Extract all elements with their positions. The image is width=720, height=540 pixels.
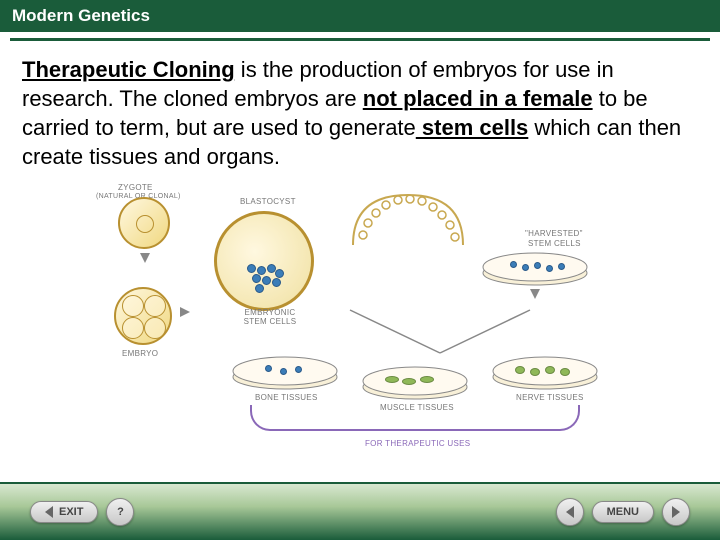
blastocyst-cell bbox=[214, 211, 314, 311]
next-icon bbox=[672, 506, 680, 518]
next-button[interactable] bbox=[662, 498, 690, 526]
arrow-right-icon bbox=[180, 307, 190, 317]
help-icon: ? bbox=[117, 506, 124, 518]
header-bar: Modern Genetics bbox=[0, 0, 720, 32]
label-harvested-1: "HARVESTED" bbox=[525, 229, 583, 238]
label-nerve: NERVE TISSUES bbox=[516, 393, 584, 402]
coil-extraction-icon bbox=[348, 185, 468, 255]
footer-left-group: EXIT ? bbox=[30, 498, 134, 526]
exit-label: EXIT bbox=[59, 506, 83, 518]
label-therapeutic: FOR THERAPEUTIC USES bbox=[365, 439, 470, 448]
arrow-down-2-icon bbox=[530, 289, 540, 299]
embryo-cluster bbox=[114, 287, 172, 345]
footer-bar: EXIT ? MENU bbox=[0, 482, 720, 540]
term-stem-cells: stem cells bbox=[416, 115, 529, 140]
exit-button[interactable]: EXIT bbox=[30, 501, 98, 523]
page-title: Modern Genetics bbox=[12, 6, 150, 26]
zygote-cell bbox=[118, 197, 170, 249]
label-blastocyst: BLASTOCYST bbox=[240, 197, 296, 206]
label-bone: BONE TISSUES bbox=[255, 393, 318, 402]
help-button[interactable]: ? bbox=[106, 498, 134, 526]
content-area: Therapeutic Cloning is the production of… bbox=[0, 41, 720, 459]
menu-button[interactable]: MENU bbox=[592, 501, 654, 523]
term-therapeutic-cloning: Therapeutic Cloning bbox=[22, 57, 235, 82]
body-text: Therapeutic Cloning is the production of… bbox=[22, 55, 698, 171]
label-embryo: EMBRYO bbox=[122, 349, 158, 358]
footer-right-group: MENU bbox=[556, 498, 690, 526]
exit-icon bbox=[45, 506, 53, 518]
bracket-icon bbox=[250, 405, 580, 431]
split-arrows-icon bbox=[340, 305, 540, 365]
label-zygote: ZYGOTE bbox=[118, 183, 153, 192]
prev-button[interactable] bbox=[556, 498, 584, 526]
inner-cell-mass bbox=[247, 264, 287, 294]
prev-icon bbox=[566, 506, 574, 518]
term-not-placed: not placed in a female bbox=[363, 86, 593, 111]
therapeutic-cloning-diagram: ZYGOTE (NATURAL OR CLONAL) EMBRYO BLASTO… bbox=[80, 179, 640, 459]
label-embryonic-stem: EMBRYONIC STEM CELLS bbox=[240, 309, 300, 327]
arrow-down-icon bbox=[140, 253, 150, 263]
menu-label: MENU bbox=[607, 506, 639, 518]
